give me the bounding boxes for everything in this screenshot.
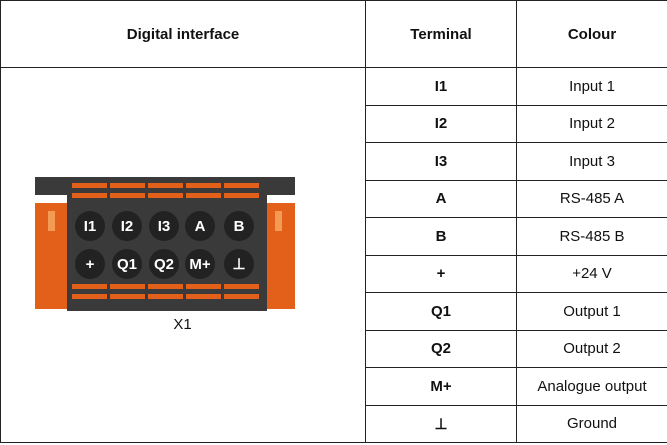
- stripe: [185, 284, 221, 289]
- terminal-label: I1: [83, 218, 96, 235]
- colour-cell: Output 1: [516, 292, 667, 331]
- terminal-dot: [223, 211, 254, 241]
- colour-cell: Ground: [516, 404, 667, 443]
- terminal-cell: Q1: [365, 292, 517, 331]
- stripe: [185, 183, 221, 188]
- terminal-cell: M+: [365, 367, 517, 406]
- table-row: + +24 V: [1, 254, 667, 293]
- terminal-dot: [74, 249, 105, 279]
- stripe: [109, 294, 145, 299]
- stripe: [109, 193, 145, 198]
- terminal-cell: Q2: [365, 329, 517, 368]
- terminal-label: M+: [189, 256, 210, 273]
- table-row: Q1 Output 1: [1, 292, 667, 331]
- table-row: I2 Input 2: [1, 104, 667, 143]
- terminal-label: Q1: [116, 256, 136, 273]
- terminal-dot: [148, 249, 179, 279]
- terminal-cell: ⊥: [365, 404, 517, 443]
- stripe: [109, 183, 145, 188]
- housing: [34, 177, 67, 195]
- terminal-dot: [74, 211, 105, 241]
- stripe: [223, 183, 259, 188]
- image-caption: X1: [173, 316, 192, 333]
- terminal-cell: I3: [365, 142, 517, 181]
- colour-cell: Input 1: [516, 67, 667, 106]
- stripe: [71, 183, 107, 188]
- header-cell: Digital interface: [0, 0, 366, 68]
- table-body: I1 I2 I3 A B + Q1 Q2 M+ ⊥ X1 I1 Input 1 I2 Input 2 I3 In…: [0, 67, 667, 443]
- terminal-dot: [184, 211, 215, 241]
- stripe: [185, 193, 221, 198]
- table-row: M+ Analogue output: [1, 367, 667, 406]
- header-cell: Terminal: [365, 0, 517, 68]
- colour-cell: Input 3: [516, 142, 667, 181]
- terminal-dot: [184, 249, 215, 279]
- terminal-dot: [223, 249, 254, 279]
- colour-cell: +24 V: [516, 254, 667, 293]
- colour-cell: Input 2: [516, 104, 667, 143]
- terminal-label: +: [85, 256, 94, 273]
- header-row: Digital interface Terminal Colour: [0, 0, 667, 68]
- stripe: [147, 284, 183, 289]
- colour-cell: RS-485 B: [516, 217, 667, 256]
- terminal-dot: [148, 211, 179, 241]
- table-row: A RS-485 A: [1, 179, 667, 218]
- slot: [274, 211, 282, 231]
- stripe: [147, 183, 183, 188]
- stripe: [71, 294, 107, 299]
- terminal-label: ⊥: [232, 256, 245, 273]
- table-row: Q2 Output 2: [1, 329, 667, 368]
- stripe: [147, 193, 183, 198]
- connector-image: I1 I2 I3 A B + Q1 Q2 M+ ⊥: [34, 177, 295, 311]
- terminal-label: I2: [120, 218, 133, 235]
- terminal-dot: [111, 249, 142, 279]
- terminal-cell: I1: [365, 67, 517, 106]
- stripe: [223, 294, 259, 299]
- colour-cell: Analogue output: [516, 367, 667, 406]
- colour-cell: RS-485 A: [516, 179, 667, 218]
- stripe: [185, 294, 221, 299]
- terminal-label: B: [233, 218, 244, 235]
- header-cell: Colour: [516, 0, 667, 68]
- stripe: [223, 284, 259, 289]
- table-row: ⊥ Ground: [1, 404, 667, 443]
- table-row: I1 I2 I3 A B + Q1 Q2 M+ ⊥ X1 I1 Input 1: [0, 67, 667, 443]
- terminal-cell: I2: [365, 104, 517, 143]
- terminal-cell: A: [365, 179, 517, 218]
- terminal-label: I3: [157, 218, 170, 235]
- stripe: [71, 193, 107, 198]
- image-cell: I1 I2 I3 A B + Q1 Q2 M+ ⊥ X1: [0, 67, 366, 443]
- terminal-dot: [111, 211, 142, 241]
- terminal-cell: +: [365, 254, 517, 293]
- terminal-cell: B: [365, 217, 517, 256]
- housing: [266, 177, 295, 195]
- stripe: [147, 294, 183, 299]
- stripe: [71, 284, 107, 289]
- table-row: I3 Input 3: [1, 142, 667, 181]
- terminal-label: A: [194, 218, 205, 235]
- colour-cell: Output 2: [516, 329, 667, 368]
- slot: [47, 211, 55, 231]
- terminal-label: Q2: [153, 256, 173, 273]
- stripe: [223, 193, 259, 198]
- table-row: B RS-485 B: [1, 217, 667, 256]
- stripe: [109, 284, 145, 289]
